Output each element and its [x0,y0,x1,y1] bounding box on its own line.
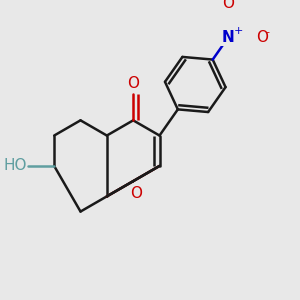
Text: +: + [234,26,243,35]
Text: HO: HO [4,158,27,173]
Text: -: - [265,27,269,38]
Text: N: N [222,30,235,45]
Text: O: O [127,76,139,91]
Text: O: O [256,30,268,45]
Text: O: O [222,0,234,11]
Text: O: O [130,186,142,201]
